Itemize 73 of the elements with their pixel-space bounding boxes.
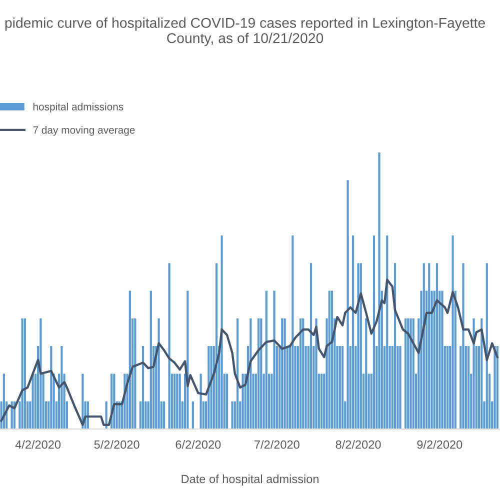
bar [150, 290, 152, 429]
bar [462, 263, 464, 429]
bar [404, 318, 407, 429]
bar [428, 263, 430, 429]
bar [281, 318, 284, 429]
bar [446, 346, 449, 429]
chart-title: pidemic curve of hospitalized COVID-19 cases reported in Lexington-Fayette County, as of 10/21/2020 [5, 18, 485, 46]
bar [60, 346, 63, 429]
bar [412, 318, 414, 429]
bar [494, 346, 496, 429]
bar [50, 346, 52, 429]
bar [226, 374, 228, 429]
bar [134, 318, 136, 429]
x-tick-label: 9/2/2020 [417, 440, 462, 449]
bar [467, 346, 470, 429]
legend-label: hospital admissions [33, 102, 124, 113]
bar [352, 235, 354, 429]
bar [328, 290, 330, 429]
bar [378, 152, 380, 429]
bar [176, 374, 178, 429]
bar [472, 318, 475, 429]
bar [496, 346, 498, 429]
bar [360, 263, 362, 429]
bar [399, 346, 402, 429]
bar [284, 318, 286, 429]
bar [302, 318, 304, 429]
bar [365, 318, 368, 429]
bar [257, 318, 260, 429]
bar [407, 318, 410, 429]
x-tick-label: 8/2/2020 [336, 440, 381, 449]
x-tick-label: 5/2/2020 [94, 440, 140, 449]
bar [357, 263, 360, 429]
bar [32, 374, 34, 429]
bar [142, 346, 144, 429]
bar [220, 235, 223, 429]
bar [330, 290, 334, 429]
bar [410, 318, 412, 429]
x-tick-label: 6/2/2020 [176, 440, 221, 449]
x-tick-label: 4/2/2020 [15, 440, 61, 449]
bar [242, 374, 244, 429]
bar [486, 263, 488, 429]
bar [292, 235, 294, 429]
bar [320, 374, 323, 429]
bar [168, 263, 170, 429]
x-tick-label: 7/2/2020 [254, 440, 300, 449]
bar [128, 290, 131, 429]
bar [341, 346, 344, 429]
bar [192, 401, 194, 429]
bar [173, 374, 176, 429]
bar [338, 346, 341, 429]
bar [105, 401, 108, 429]
bar [24, 318, 26, 429]
bar [231, 401, 234, 429]
bar [162, 401, 166, 429]
bar [310, 263, 312, 429]
bar [273, 290, 276, 429]
bar [315, 318, 318, 429]
bar [200, 374, 202, 429]
bar [299, 318, 302, 429]
x-axis-title: Date of hospital admission [182, 474, 318, 486]
bar [346, 180, 349, 429]
legend-label: 7 day moving average [33, 126, 135, 136]
bar [21, 318, 24, 429]
bar [260, 318, 262, 429]
bar [158, 318, 160, 429]
bar [215, 263, 218, 429]
bar [441, 290, 444, 429]
bar [436, 263, 438, 429]
bar [372, 235, 376, 429]
bar [210, 346, 212, 429]
bar [178, 374, 181, 429]
bar [452, 235, 454, 429]
bar [265, 290, 268, 429]
